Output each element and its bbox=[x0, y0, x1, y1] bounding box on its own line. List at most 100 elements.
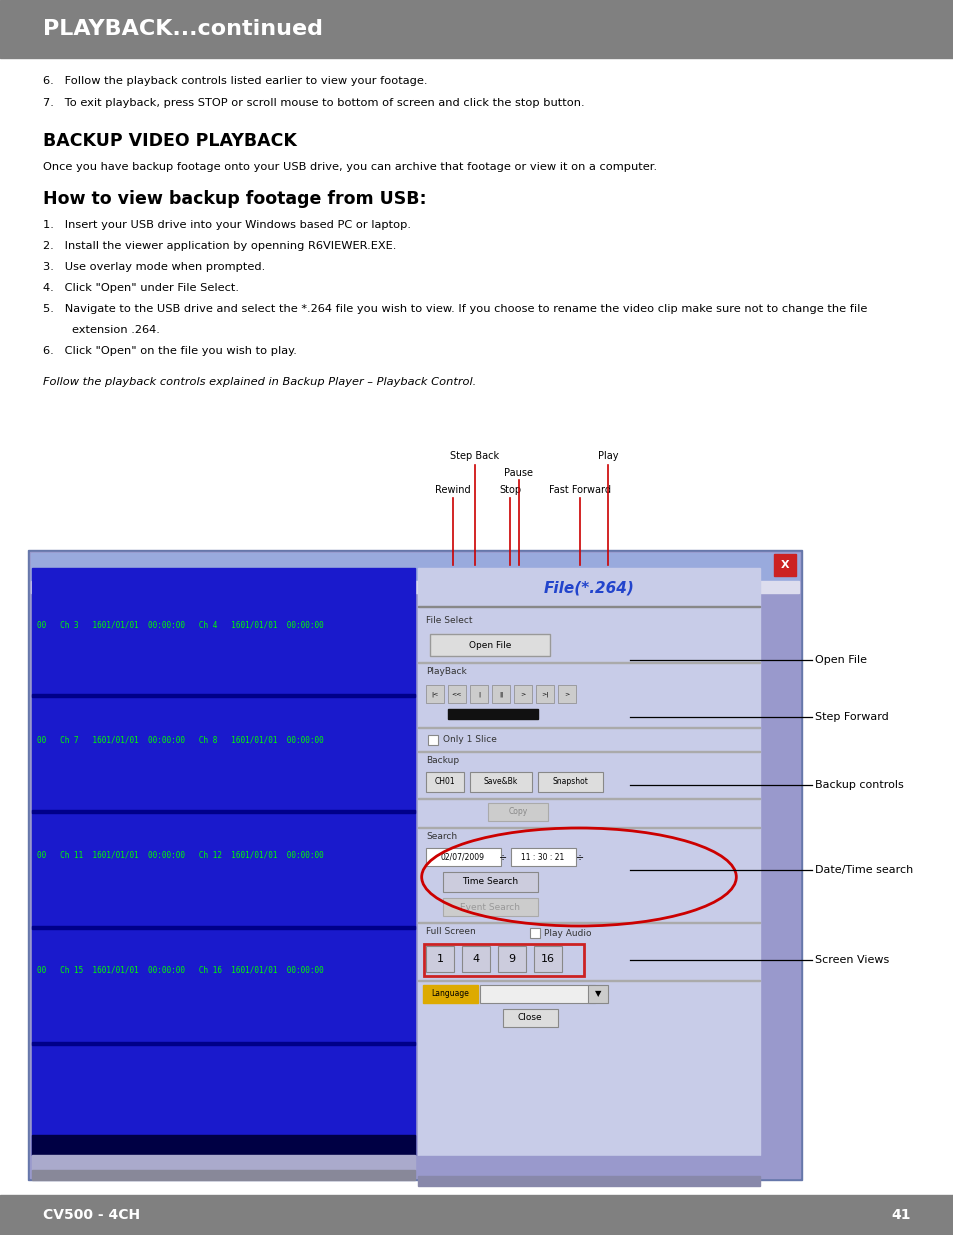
Text: Event Search: Event Search bbox=[459, 903, 519, 911]
Bar bbox=[530, 927, 539, 939]
Text: 9: 9 bbox=[508, 953, 515, 965]
Text: X: X bbox=[780, 559, 788, 571]
Text: ▼: ▼ bbox=[594, 989, 600, 999]
Bar bbox=[32, 1042, 415, 1045]
Text: Once you have backup footage onto your USB drive, you can archive that footage o: Once you have backup footage onto your U… bbox=[43, 162, 657, 172]
Text: 1: 1 bbox=[436, 953, 443, 965]
Text: 5.   Navigate to the USB drive and select the *.264 file you wish to view. If yo: 5. Navigate to the USB drive and select … bbox=[43, 304, 866, 314]
Text: Date/Time search: Date/Time search bbox=[814, 864, 912, 876]
Text: Save&Bk: Save&Bk bbox=[483, 778, 517, 787]
Bar bbox=[417, 1156, 760, 1176]
Text: PlayBack: PlayBack bbox=[426, 667, 466, 676]
Text: Copy: Copy bbox=[508, 808, 527, 816]
Bar bbox=[461, 946, 490, 972]
Text: |: | bbox=[477, 692, 479, 697]
Bar bbox=[32, 926, 415, 929]
Text: CH01: CH01 bbox=[435, 778, 456, 787]
Text: 2.   Install the viewer application by openning R6VIEWER.EXE.: 2. Install the viewer application by ope… bbox=[43, 241, 395, 251]
Text: CV500 - 4CH: CV500 - 4CH bbox=[43, 1208, 140, 1221]
Text: Rewind: Rewind bbox=[435, 485, 471, 495]
Text: 41: 41 bbox=[890, 1208, 910, 1221]
Text: 6.   Click "Open" on the file you wish to play.: 6. Click "Open" on the file you wish to … bbox=[43, 346, 296, 356]
Bar bbox=[558, 685, 576, 703]
Text: <<: << bbox=[452, 692, 462, 697]
Bar bbox=[442, 872, 537, 892]
Text: Close: Close bbox=[517, 1014, 541, 1023]
Text: Open File: Open File bbox=[468, 641, 511, 650]
Text: 4: 4 bbox=[472, 953, 479, 965]
Bar bbox=[30, 553, 799, 580]
Bar bbox=[423, 944, 583, 976]
Text: >|: >| bbox=[540, 692, 548, 697]
Bar bbox=[417, 1176, 760, 1186]
Bar bbox=[511, 848, 576, 866]
Text: BACKUP VIDEO PLAYBACK: BACKUP VIDEO PLAYBACK bbox=[43, 132, 296, 149]
Bar bbox=[32, 1170, 415, 1179]
Bar bbox=[470, 685, 488, 703]
Text: ||: || bbox=[498, 692, 502, 697]
Text: ÷: ÷ bbox=[498, 852, 507, 862]
Text: Open File: Open File bbox=[814, 655, 866, 664]
Bar bbox=[426, 772, 463, 792]
Bar bbox=[470, 772, 532, 792]
Text: Stop: Stop bbox=[498, 485, 520, 495]
Bar bbox=[537, 772, 602, 792]
Bar bbox=[426, 685, 443, 703]
Bar bbox=[417, 568, 760, 1155]
Text: Step Forward: Step Forward bbox=[814, 713, 888, 722]
Text: Screen Views: Screen Views bbox=[814, 955, 888, 965]
Text: |<: |< bbox=[431, 692, 438, 697]
Text: 1.   Insert your USB drive into your Windows based PC or laptop.: 1. Insert your USB drive into your Windo… bbox=[43, 220, 411, 230]
Bar bbox=[587, 986, 607, 1003]
Text: 00   Ch 7   1601/01/01  00:00:00   Ch 8   1601/01/01  00:00:00: 00 Ch 7 1601/01/01 00:00:00 Ch 8 1601/01… bbox=[37, 736, 323, 745]
Bar bbox=[32, 810, 415, 813]
Bar bbox=[430, 634, 550, 656]
Bar bbox=[32, 568, 415, 1155]
Bar bbox=[32, 1155, 415, 1170]
Bar bbox=[428, 735, 437, 745]
Text: Pause: Pause bbox=[504, 468, 533, 478]
Text: 4.   Click "Open" under File Select.: 4. Click "Open" under File Select. bbox=[43, 283, 239, 293]
Bar bbox=[28, 550, 801, 1179]
Bar bbox=[0, 0, 953, 58]
Text: Time Search: Time Search bbox=[461, 878, 517, 887]
Text: Play: Play bbox=[598, 451, 618, 461]
Text: Snapshot: Snapshot bbox=[552, 778, 587, 787]
Bar bbox=[426, 946, 454, 972]
Text: Search: Search bbox=[426, 832, 456, 841]
Bar bbox=[488, 803, 547, 821]
Text: Only 1 Slice: Only 1 Slice bbox=[442, 736, 497, 745]
Text: 00   Ch 3   1601/01/01  00:00:00   Ch 4   1601/01/01  00:00:00: 00 Ch 3 1601/01/01 00:00:00 Ch 4 1601/01… bbox=[37, 620, 323, 630]
Text: Play Audio: Play Audio bbox=[543, 929, 591, 937]
Bar bbox=[497, 946, 525, 972]
Bar bbox=[502, 1009, 558, 1028]
Bar bbox=[32, 694, 415, 697]
Text: PLAYBACK...continued: PLAYBACK...continued bbox=[43, 19, 323, 40]
Text: 7.   To exit playback, press STOP or scroll mouse to bottom of screen and click : 7. To exit playback, press STOP or scrol… bbox=[43, 98, 584, 107]
Bar bbox=[492, 685, 510, 703]
Text: 00   Ch 11  1601/01/01  00:00:00   Ch 12  1601/01/01  00:00:00: 00 Ch 11 1601/01/01 00:00:00 Ch 12 1601/… bbox=[37, 851, 323, 860]
Text: Full Screen: Full Screen bbox=[426, 927, 476, 936]
Text: 6.   Follow the playback controls listed earlier to view your footage.: 6. Follow the playback controls listed e… bbox=[43, 77, 427, 86]
Text: Backup: Backup bbox=[426, 756, 458, 764]
Text: >: > bbox=[564, 692, 569, 697]
Text: Language: Language bbox=[431, 989, 469, 999]
Text: extension .264.: extension .264. bbox=[43, 325, 160, 335]
Text: 02/07/2009: 02/07/2009 bbox=[440, 852, 484, 862]
Bar bbox=[448, 685, 465, 703]
Bar bbox=[442, 898, 537, 916]
Text: 16: 16 bbox=[540, 953, 555, 965]
Text: Step Back: Step Back bbox=[450, 451, 499, 461]
Bar bbox=[514, 685, 532, 703]
Bar bbox=[536, 685, 554, 703]
Bar bbox=[430, 634, 550, 656]
Text: How to view backup footage from USB:: How to view backup footage from USB: bbox=[43, 190, 426, 207]
Bar bbox=[426, 848, 500, 866]
Bar bbox=[448, 709, 537, 719]
Text: 11 : 30 : 21: 11 : 30 : 21 bbox=[521, 852, 564, 862]
Text: 00   Ch 15  1601/01/01  00:00:00   Ch 16  1601/01/01  00:00:00: 00 Ch 15 1601/01/01 00:00:00 Ch 16 1601/… bbox=[37, 966, 323, 974]
Bar bbox=[534, 946, 561, 972]
Bar bbox=[0, 1195, 953, 1235]
Bar bbox=[30, 552, 800, 1178]
Text: File Select: File Select bbox=[426, 616, 472, 625]
